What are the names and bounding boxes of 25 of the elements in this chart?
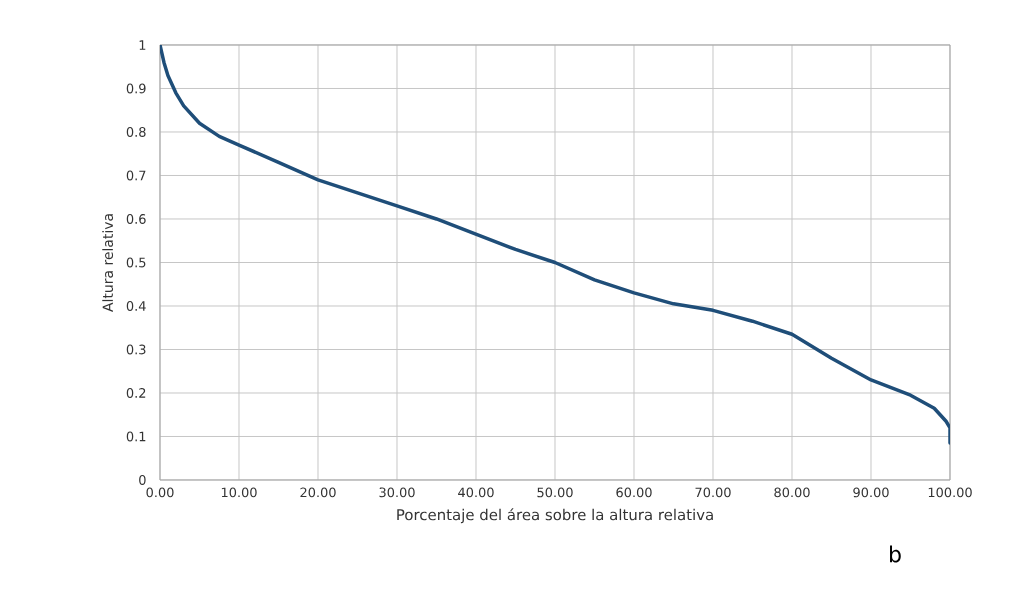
- x-tick-label: 40.00: [458, 487, 494, 498]
- x-tick-label: 10.00: [221, 487, 257, 498]
- y-tick-label: 0.1: [126, 431, 146, 442]
- x-tick-label: 70.00: [695, 487, 731, 498]
- y-tick-label: 0.7: [126, 170, 146, 181]
- y-axis-title: Altura relativa: [102, 214, 114, 312]
- text: b: [890, 545, 901, 563]
- x-tick-label: 20.00: [300, 487, 336, 498]
- y-tick-label: 0: [139, 475, 146, 485]
- x-tick-label: 100.00: [928, 487, 972, 498]
- y-tick-label: 0.9: [126, 83, 146, 94]
- y-tick-label: 0.8: [126, 127, 146, 137]
- x-axis-title: Porcentaje del área sobre la altura relativa: [397, 508, 713, 524]
- x-tick-label: 60.00: [616, 487, 652, 498]
- x-tick-label: 50.00: [537, 487, 573, 498]
- y-tick-label: 0.5: [126, 257, 146, 268]
- x-tick-label: 90.00: [853, 487, 889, 498]
- y-tick-label: 0.2: [126, 388, 146, 398]
- y-tick-label: 0.6: [126, 214, 146, 224]
- y-tick-label: 0.4: [126, 301, 146, 311]
- x-tick-label: 80.00: [774, 487, 810, 498]
- y-tick-label: 1: [139, 40, 146, 50]
- x-tick-label: 0.00: [146, 487, 174, 498]
- x-tick-label: 30.00: [379, 487, 415, 498]
- y-tick-label: 0.3: [126, 344, 146, 355]
